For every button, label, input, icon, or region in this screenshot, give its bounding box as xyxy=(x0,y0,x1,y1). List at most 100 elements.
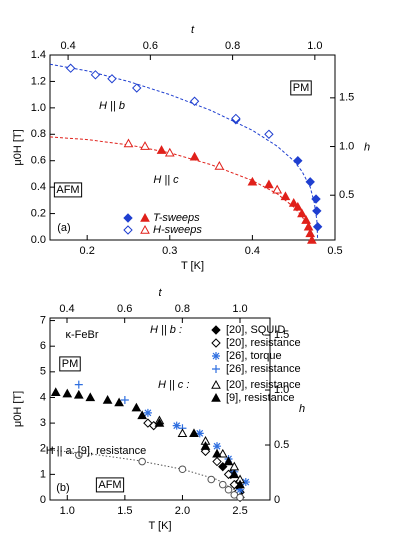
marker xyxy=(303,221,314,231)
x2-axis-label: t xyxy=(191,24,195,36)
marker xyxy=(85,392,96,402)
marker xyxy=(305,177,315,187)
annotation-box xyxy=(95,477,125,493)
marker xyxy=(65,63,76,73)
x-tick-label: 0.2 xyxy=(80,245,95,257)
marker xyxy=(156,145,167,154)
annotation: PM xyxy=(293,82,310,94)
y-tick-label: 4 xyxy=(40,391,46,403)
marker xyxy=(235,479,245,489)
marker xyxy=(200,441,211,450)
marker xyxy=(272,184,283,194)
legend-header: H || b : xyxy=(150,324,182,336)
annotation: (b) xyxy=(56,482,69,494)
marker xyxy=(189,96,200,106)
marker xyxy=(62,388,73,398)
y-axis-label: μ0H [T] xyxy=(12,391,24,427)
marker xyxy=(178,465,187,474)
marker xyxy=(307,234,317,244)
marker xyxy=(164,147,175,157)
x-tick-label: 2.0 xyxy=(175,505,190,517)
marker xyxy=(137,410,147,420)
plot-frame xyxy=(49,317,271,501)
legend-label: [20], SQUID xyxy=(226,324,285,336)
x2-tick-label: 0.6 xyxy=(143,40,158,52)
legend-label: [9], resistance xyxy=(226,392,294,404)
marker xyxy=(177,428,188,438)
marker xyxy=(264,129,274,139)
marker xyxy=(140,141,150,150)
y-tick-label: 1.4 xyxy=(31,49,46,61)
marker xyxy=(211,338,221,348)
y-tick-label: 7 xyxy=(40,314,46,326)
legend-label: [26], torque xyxy=(226,350,282,362)
annotation: H || b xyxy=(99,100,125,112)
marker xyxy=(241,478,250,487)
y-tick-label: 0.2 xyxy=(31,207,46,219)
y2-tick-label: 1.0 xyxy=(339,140,354,152)
x2-tick-label: 1.0 xyxy=(232,303,247,315)
marker xyxy=(292,201,303,211)
annotation: H || a: [9], resistance xyxy=(46,445,146,457)
y2-axis-label: h xyxy=(299,403,305,415)
plot-frame xyxy=(49,54,336,241)
annotation: PM xyxy=(62,358,79,370)
y2-tick-label: 1.5 xyxy=(339,92,354,104)
x-axis-label: T [K] xyxy=(148,520,171,532)
annotation: H || c xyxy=(153,174,179,186)
y2-axis-label: h xyxy=(364,141,370,153)
marker xyxy=(123,213,133,223)
annotation: AFM xyxy=(56,184,79,196)
marker xyxy=(214,160,225,170)
marker xyxy=(143,408,152,417)
marker xyxy=(207,475,216,484)
marker xyxy=(211,379,221,389)
marker xyxy=(102,394,113,404)
marker xyxy=(107,74,117,84)
x2-tick-label: 1.0 xyxy=(307,40,322,52)
marker xyxy=(114,397,124,407)
marker xyxy=(297,208,307,218)
annotation-box xyxy=(290,80,312,96)
marker xyxy=(231,113,241,124)
x2-tick-label: 0.8 xyxy=(225,40,240,52)
marker xyxy=(172,421,181,430)
marker xyxy=(123,225,133,235)
y-tick-label: 0.0 xyxy=(31,234,46,246)
marker xyxy=(288,197,299,207)
marker xyxy=(212,365,220,373)
marker xyxy=(264,179,274,189)
annotation: κ-FeBr xyxy=(66,329,99,341)
x2-tick-label: 0.4 xyxy=(59,303,74,315)
marker xyxy=(224,485,233,494)
marker xyxy=(138,457,146,466)
x2-axis-label: t xyxy=(158,287,162,299)
legend-label: [26], resistance xyxy=(226,363,301,375)
marker xyxy=(131,402,142,412)
x-tick-label: 2.5 xyxy=(232,505,247,517)
y2-tick-label: 0.5 xyxy=(274,439,289,451)
marker xyxy=(236,485,245,494)
marker xyxy=(90,70,101,80)
marker xyxy=(312,222,323,232)
marker xyxy=(301,215,311,224)
x-tick-label: 1.0 xyxy=(60,505,75,517)
marker xyxy=(189,428,199,438)
marker xyxy=(212,456,222,467)
marker xyxy=(74,380,83,389)
annotation-box xyxy=(59,356,81,372)
legend-label: [20], resistance xyxy=(226,337,301,349)
marker xyxy=(140,224,150,234)
legend-label: H-sweeps xyxy=(153,224,202,236)
y-tick-label: 0 xyxy=(40,494,46,506)
y-tick-label: 1 xyxy=(40,468,46,480)
y-tick-label: 1.2 xyxy=(31,75,46,87)
marker xyxy=(120,396,129,405)
marker xyxy=(50,387,61,397)
x-tick-label: 0.5 xyxy=(327,245,342,257)
marker xyxy=(211,325,221,335)
marker xyxy=(154,418,165,427)
marker xyxy=(212,448,222,458)
marker xyxy=(217,448,228,458)
